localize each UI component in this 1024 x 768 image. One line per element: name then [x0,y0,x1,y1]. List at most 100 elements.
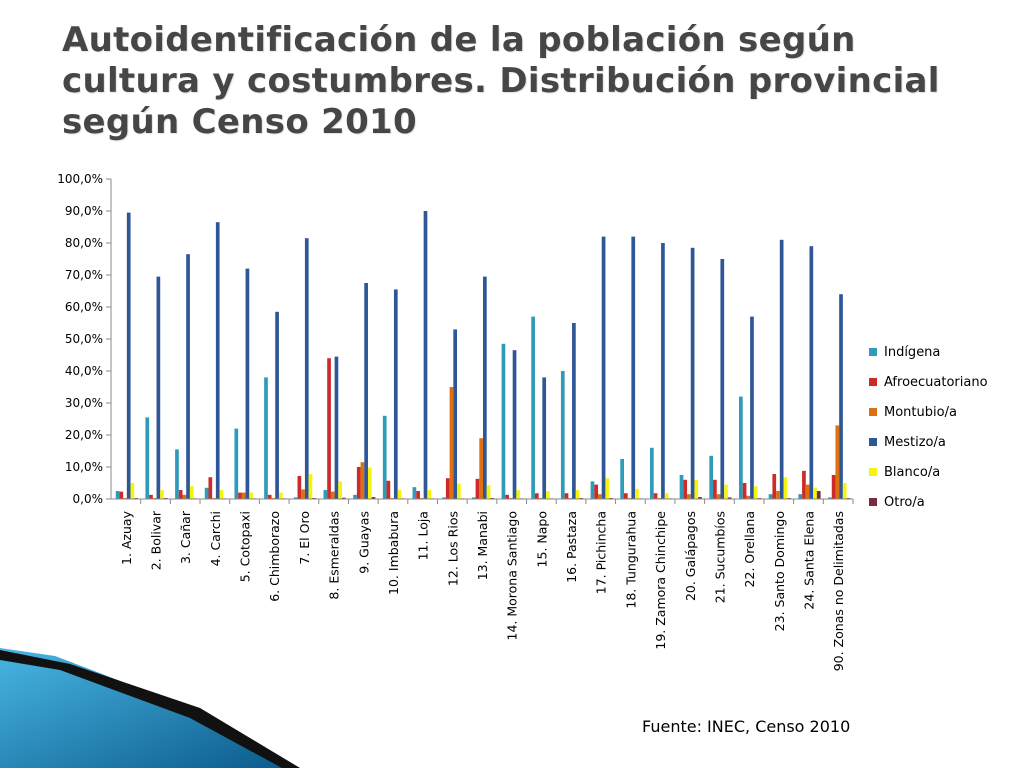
bar [776,491,780,499]
bar [334,356,339,499]
bar [542,377,547,499]
legend-swatch [869,498,877,506]
bar [145,417,150,499]
bar [842,483,847,499]
bar [635,488,639,499]
bar [238,492,242,499]
legend: Indígena Afroecuatoriano Montubio/a Mestizo… [869,345,988,510]
bar [713,479,717,499]
bar [442,497,446,499]
bar [386,480,391,499]
bar [813,487,817,499]
bar [698,497,702,499]
y-tick-label: 80,0% [65,236,103,250]
bar [739,396,743,499]
bar [746,495,751,499]
bar [264,377,268,499]
x-tick-label: 17. Pichincha [594,511,609,594]
y-tick-label: 20,0% [65,428,103,442]
bar [267,494,272,499]
y-tick-label: 60,0% [65,300,103,314]
bar [445,478,450,499]
bar [293,497,298,499]
bar [534,493,539,499]
bar [178,490,183,499]
bar [664,493,669,499]
legend-label: Otro/a [884,495,925,510]
x-tick-label: 10. Imbabura [386,511,401,595]
bar [204,487,209,499]
x-tick-label: 19. Zamora Chinchipe [653,511,668,650]
bar [115,491,120,499]
bar [301,489,305,499]
slide-title: Autoidentificación de la población según… [62,20,940,142]
bar [727,497,732,499]
x-tick-label: 15. Napo [534,511,549,567]
bar [516,490,521,499]
legend-swatch [869,468,877,476]
x-tick-label: 3. Cañar [178,510,193,564]
bar [175,449,179,499]
bar [119,491,124,499]
bar [590,481,595,499]
legend-swatch [869,378,877,386]
bar [360,462,365,499]
x-tick-label: 8. Esmeraldas [327,511,342,600]
legend-label: Blanco/a [884,465,940,480]
bar [182,494,187,499]
bar [416,491,420,499]
corner-black-stripe [0,650,300,768]
bar [512,350,517,499]
x-tick-label: 90. Zonas no Delimitadas [831,511,846,671]
bar [631,236,636,499]
x-tick-label: 13. Manabi [475,511,490,580]
bar [816,491,821,499]
bar [798,494,803,499]
x-tick-label: 22. Orellana [742,511,757,587]
bar [709,455,714,499]
bar [598,494,602,499]
bar [186,254,190,499]
bar [653,493,658,499]
y-tick-label: 100,0% [57,172,103,186]
bar [189,486,194,499]
y-tick-label: 40,0% [65,364,103,378]
x-tick-label: 4. Carchi [208,511,223,566]
bar [453,329,458,499]
bar [215,222,220,499]
bar [575,490,580,499]
bar [245,268,250,499]
bar [393,289,398,499]
bar [423,211,428,499]
bar [297,475,302,499]
bar [126,212,131,499]
y-tick-label: 90,0% [65,204,103,218]
bar [338,481,342,499]
bar [572,323,576,499]
legend-label: Afroecuatoriano [884,375,988,390]
bar [249,492,253,499]
x-tick-label: 12. Los Rios [445,511,460,586]
y-axis: 0,0% 10,0% 20,0% 30,0% 40,0% 50,0% 60,0% 70,0% 8… [57,172,112,506]
bar [327,358,331,499]
bar [531,316,535,499]
bar [486,485,491,499]
bar [620,459,624,499]
bar [367,467,372,499]
bar [219,490,224,499]
bar [471,497,476,499]
bar [835,425,840,499]
legend-label: Indígena [884,345,940,360]
x-tick-label: 20. Galápagos [683,511,698,601]
bar [624,493,628,499]
bar [278,492,283,499]
bar [304,238,309,499]
bar [779,239,784,500]
bar [234,428,239,499]
bar [687,494,691,499]
x-tick-label: 23. Santo Domingo [772,511,787,631]
bar [802,470,806,499]
x-tick-label: 11. Loja [416,511,431,560]
bar [724,484,728,499]
